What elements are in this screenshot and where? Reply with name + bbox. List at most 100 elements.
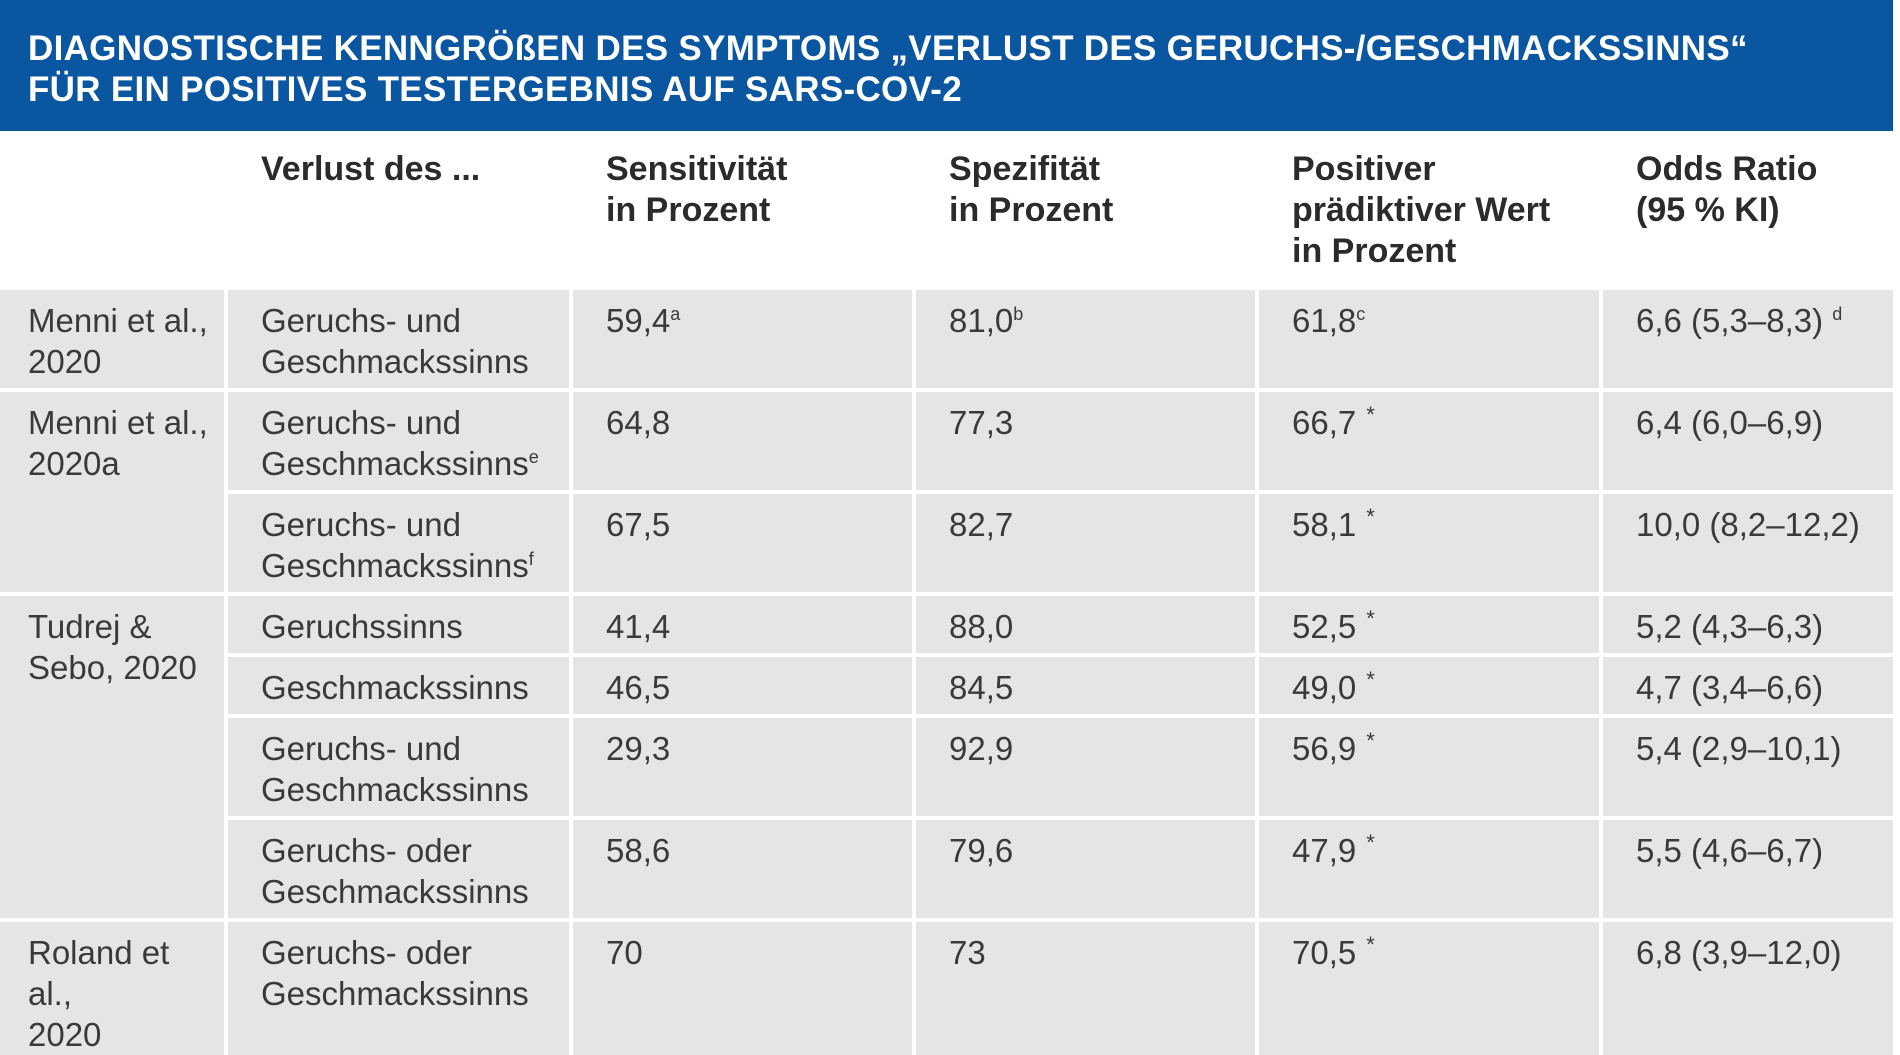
loss-cell: Geruchs- und Geschmackssinns bbox=[228, 718, 573, 820]
sensitivity-cell: 46,5 bbox=[573, 657, 916, 718]
specificity-cell: 84,5 bbox=[916, 657, 1259, 718]
sensitivity-cell: 64,8 bbox=[573, 392, 916, 494]
table-row: Menni et al., 2020a Geruchs- und Geschma… bbox=[0, 392, 1893, 596]
specificity-value: 81,0 bbox=[949, 302, 1014, 339]
loss-text: Geruchssinns bbox=[261, 608, 463, 645]
sensitivity-value: 46,5 bbox=[606, 669, 671, 706]
ppv-cell: 49,0 * bbox=[1259, 657, 1603, 718]
diagnostic-values-table: Verlust des ... Sensitivität in Prozent … bbox=[0, 131, 1893, 1055]
specificity-value: 79,6 bbox=[949, 832, 1014, 869]
ppv-value: 52,5 bbox=[1292, 608, 1357, 645]
sensitivity-value: 41,4 bbox=[606, 608, 671, 645]
odds-ratio-value: 5,4 (2,9–10,1) bbox=[1636, 730, 1842, 767]
loss-text: Geruchs- und Geschmackssinns bbox=[261, 302, 529, 380]
specificity-cell: 81,0b bbox=[916, 290, 1259, 392]
ppv-cell: 61,8c bbox=[1259, 290, 1603, 392]
odds-ratio-value: 6,6 (5,3–8,3) bbox=[1636, 302, 1824, 339]
odds-ratio-value: 5,5 (4,6–6,7) bbox=[1636, 832, 1824, 869]
header-ppv: Positiver prädiktiver Wert in Prozent bbox=[1259, 131, 1603, 290]
odds-ratio-cell: 5,4 (2,9–10,1) bbox=[1603, 718, 1893, 820]
loss-cell: Geruchssinns bbox=[228, 596, 573, 657]
specificity-value: 88,0 bbox=[949, 608, 1014, 645]
specificity-cell: 82,7 bbox=[916, 494, 1259, 596]
ppv-value: 70,5 bbox=[1292, 934, 1357, 971]
footnote-marker: c bbox=[1356, 304, 1366, 324]
ppv-value: 61,8 bbox=[1292, 302, 1357, 339]
ppv-value: 56,9 bbox=[1292, 730, 1357, 767]
odds-ratio-value: 4,7 (3,4–6,6) bbox=[1636, 669, 1824, 706]
table-title-line-1: DIAGNOSTISCHE KENNGRÖßEN DES SYMPTOMS „V… bbox=[28, 29, 1748, 68]
loss-text: Geruchs- oder Geschmackssinns bbox=[261, 832, 529, 910]
loss-cell: Geruchs- und Geschmackssinnsf bbox=[228, 494, 573, 596]
odds-ratio-cell: 5,5 (4,6–6,7) bbox=[1603, 820, 1893, 922]
specificity-cell: 77,3 bbox=[916, 392, 1259, 494]
ppv-cell: 66,7 * bbox=[1259, 392, 1603, 494]
specificity-cell: 92,9 bbox=[916, 718, 1259, 820]
asterisk-marker: * bbox=[1366, 402, 1375, 427]
footnote-marker: d bbox=[1832, 304, 1843, 324]
asterisk-marker: * bbox=[1366, 606, 1375, 631]
table-row: Tudrej & Sebo, 2020 Geruchssinns 41,4 88… bbox=[0, 596, 1893, 922]
specificity-cell: 79,6 bbox=[916, 820, 1259, 922]
table-header-row: Verlust des ... Sensitivität in Prozent … bbox=[0, 131, 1893, 290]
sensitivity-cell: 67,5 bbox=[573, 494, 916, 596]
footnote-marker: b bbox=[1013, 304, 1024, 324]
table-row: Geschmackssinns 46,5 84,5 49,0 * 4,7 (3,4… bbox=[0, 657, 1893, 718]
loss-text: Geruchs- oder Geschmackssinns bbox=[261, 934, 529, 1012]
loss-text: Geruchs- und Geschmackssinns bbox=[261, 730, 529, 808]
specificity-value: 73 bbox=[949, 934, 986, 971]
loss-cell: Geruchs- und Geschmackssinnse bbox=[228, 392, 573, 494]
loss-cell: Geruchs- und Geschmackssinns bbox=[228, 290, 573, 392]
table-title-banner: DIAGNOSTISCHE KENNGRÖßEN DES SYMPTOMS „V… bbox=[0, 0, 1893, 131]
sensitivity-value: 67,5 bbox=[606, 506, 671, 543]
asterisk-marker: * bbox=[1366, 830, 1375, 855]
sensitivity-cell: 58,6 bbox=[573, 820, 916, 922]
table-row: Menni et al., 2020 Geruchs- und Geschmac… bbox=[0, 290, 1893, 392]
header-odds-ratio: Odds Ratio (95 % KI) bbox=[1603, 131, 1893, 290]
ppv-cell: 56,9 * bbox=[1259, 718, 1603, 820]
table-row: Geruchs- oder Geschmackssinns 58,6 79,6 … bbox=[0, 820, 1893, 922]
ppv-value: 66,7 bbox=[1292, 404, 1357, 441]
odds-ratio-cell: 5,2 (4,3–6,3) bbox=[1603, 596, 1893, 657]
asterisk-marker: * bbox=[1366, 667, 1375, 692]
ppv-value: 49,0 bbox=[1292, 669, 1357, 706]
ppv-value: 58,1 bbox=[1292, 506, 1357, 543]
ppv-cell: 70,5 * bbox=[1259, 922, 1603, 1055]
odds-ratio-value: 6,8 (3,9–12,0) bbox=[1636, 934, 1842, 971]
sensitivity-cell: 29,3 bbox=[573, 718, 916, 820]
asterisk-marker: * bbox=[1366, 728, 1375, 753]
odds-ratio-cell: 6,6 (5,3–8,3) d bbox=[1603, 290, 1893, 392]
sensitivity-value: 29,3 bbox=[606, 730, 671, 767]
study-cell: Menni et al., 2020 bbox=[0, 290, 228, 392]
loss-cell: Geruchs- oder Geschmackssinns bbox=[228, 922, 573, 1055]
odds-ratio-cell: 6,4 (6,0–6,9) bbox=[1603, 392, 1893, 494]
ppv-cell: 52,5 * bbox=[1259, 596, 1603, 657]
header-study bbox=[0, 131, 228, 290]
sensitivity-value: 64,8 bbox=[606, 404, 671, 441]
sensitivity-cell: 70 bbox=[573, 922, 916, 1055]
table-row: Roland et al., 2020 Geruchs- oder Geschm… bbox=[0, 922, 1893, 1055]
footnote-marker: e bbox=[528, 447, 539, 467]
sensitivity-value: 58,6 bbox=[606, 832, 671, 869]
specificity-cell: 88,0 bbox=[916, 596, 1259, 657]
specificity-value: 82,7 bbox=[949, 506, 1014, 543]
loss-text: Geruchs- und Geschmackssinns bbox=[261, 506, 529, 584]
header-sensitivity: Sensitivität in Prozent bbox=[573, 131, 916, 290]
sensitivity-value: 70 bbox=[606, 934, 643, 971]
sensitivity-cell: 41,4 bbox=[573, 596, 916, 657]
loss-text: Geschmackssinns bbox=[261, 669, 529, 706]
loss-cell: Geschmackssinns bbox=[228, 657, 573, 718]
asterisk-marker: * bbox=[1366, 504, 1375, 529]
specificity-cell: 73 bbox=[916, 922, 1259, 1055]
specificity-value: 84,5 bbox=[949, 669, 1014, 706]
odds-ratio-cell: 10,0 (8,2–12,2) bbox=[1603, 494, 1893, 596]
specificity-value: 92,9 bbox=[949, 730, 1014, 767]
study-cell: Menni et al., 2020a bbox=[0, 392, 228, 596]
study-cell: Tudrej & Sebo, 2020 bbox=[0, 596, 228, 922]
odds-ratio-cell: 4,7 (3,4–6,6) bbox=[1603, 657, 1893, 718]
table-title-line-2: FÜR EIN POSITIVES TESTERGEBNIS AUF SARS-… bbox=[28, 70, 962, 109]
odds-ratio-cell: 6,8 (3,9–12,0) bbox=[1603, 922, 1893, 1055]
asterisk-marker: * bbox=[1366, 932, 1375, 957]
footnote-marker: a bbox=[670, 304, 681, 324]
study-cell: Roland et al., 2020 bbox=[0, 922, 228, 1055]
